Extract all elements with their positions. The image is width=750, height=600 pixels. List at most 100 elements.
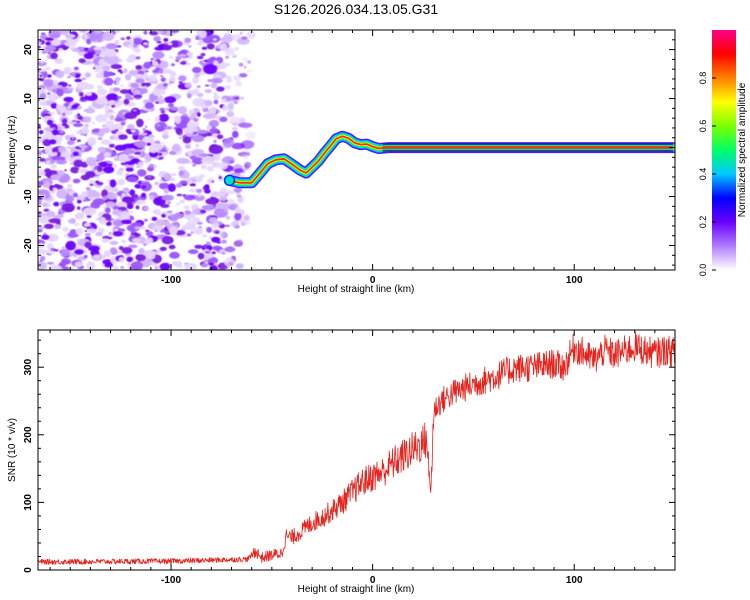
- noise-blob: [182, 136, 192, 144]
- noise-blob: [116, 96, 122, 99]
- noise-blob: [50, 103, 58, 109]
- noise-blob: [73, 222, 80, 226]
- noise-blob: [71, 104, 78, 109]
- noise-blob: [238, 62, 244, 67]
- noise-blob: [135, 97, 141, 100]
- noise-blob: [162, 220, 170, 227]
- noise-blob: [192, 163, 197, 167]
- noise-blob: [43, 208, 50, 212]
- noise-blob: [208, 216, 218, 224]
- noise-blob: [230, 170, 233, 173]
- noise-blob: [88, 180, 97, 185]
- noise-blob: [225, 79, 232, 83]
- noise-blob: [113, 134, 119, 139]
- noise-blob: [118, 134, 128, 140]
- noise-blob: [213, 207, 228, 218]
- noise-blob: [75, 130, 83, 135]
- noise-blob: [129, 210, 134, 214]
- colorbar-tick-label: 0.2: [698, 216, 708, 229]
- noise-blob: [146, 237, 154, 244]
- noise-blob: [93, 254, 100, 259]
- noise-blob: [66, 146, 72, 149]
- noise-blob: [143, 61, 152, 69]
- noise-blob: [229, 100, 236, 104]
- noise-blob: [47, 93, 59, 102]
- noise-blob: [89, 32, 98, 42]
- noise-blob: [142, 128, 147, 131]
- noise-blob: [39, 100, 48, 106]
- y-tick-label: 100: [23, 494, 34, 511]
- noise-blob: [38, 123, 41, 128]
- noise-blob: [135, 65, 142, 70]
- noise-blob: [202, 61, 207, 63]
- noise-blob: [176, 203, 181, 206]
- noise-blob: [178, 81, 183, 84]
- noise-blob: [208, 119, 220, 128]
- noise-blob: [206, 226, 213, 233]
- noise-blob: [192, 97, 207, 107]
- noise-blob: [162, 144, 167, 148]
- noise-blob: [51, 156, 64, 161]
- noise-blob: [45, 37, 54, 41]
- noise-blob: [154, 265, 159, 270]
- noise-blob: [72, 193, 78, 198]
- noise-blob: [204, 100, 213, 106]
- noise-blob: [192, 148, 205, 155]
- noise-blob: [135, 56, 141, 60]
- noise-blob: [113, 157, 120, 161]
- noise-blob: [45, 66, 51, 71]
- noise-blob: [38, 41, 43, 44]
- noise-blob: [72, 123, 84, 127]
- noise-blob: [93, 192, 101, 198]
- colorbar-tick-label: 0.4: [698, 168, 708, 181]
- noise-blob: [192, 76, 199, 84]
- noise-blob: [231, 142, 245, 150]
- noise-blob: [170, 177, 176, 182]
- noise-blob: [38, 249, 49, 255]
- noise-blob: [78, 144, 89, 149]
- noise-blob: [207, 79, 213, 83]
- noise-blob: [56, 189, 67, 199]
- noise-blob: [163, 188, 170, 194]
- spectrogram-y-tick-labels: -20 -10 0 10 20: [23, 44, 34, 253]
- noise-blob: [206, 166, 214, 172]
- noise-blob: [92, 121, 95, 125]
- noise-blob: [215, 231, 220, 234]
- noise-blob: [39, 74, 43, 78]
- noise-blob: [102, 195, 108, 200]
- noise-blob: [196, 85, 201, 88]
- noise-blob: [212, 245, 222, 251]
- noise-blob: [183, 194, 196, 201]
- noise-blob: [135, 205, 140, 210]
- noise-blob: [211, 251, 216, 255]
- noise-blob: [204, 89, 212, 94]
- noise-blob: [140, 182, 152, 192]
- noise-blob: [163, 83, 168, 87]
- y-tick-label: 10: [23, 93, 34, 105]
- noise-blob: [226, 110, 235, 118]
- noise-blob: [134, 151, 142, 155]
- noise-blob: [125, 112, 137, 120]
- noise-blob: [122, 121, 127, 124]
- noise-blob: [206, 178, 215, 185]
- noise-blob: [134, 73, 144, 78]
- noise-blob: [184, 262, 197, 270]
- noise-blob: [227, 261, 234, 266]
- noise-blob: [77, 168, 89, 174]
- y-tick-label: -20: [23, 238, 34, 253]
- noise-blob: [200, 53, 206, 57]
- noise-blob: [115, 131, 124, 135]
- noise-blob: [244, 127, 248, 130]
- noise-blob: [235, 80, 243, 87]
- noise-blob: [38, 99, 41, 102]
- noise-blob: [245, 131, 256, 140]
- noise-blob: [130, 82, 139, 89]
- noise-blob: [154, 88, 166, 96]
- noise-blob: [58, 48, 64, 52]
- noise-blob: [172, 143, 181, 153]
- noise-blob: [96, 88, 108, 96]
- colorbar-tick-label: 0.0: [698, 264, 708, 277]
- noise-blob: [38, 181, 44, 186]
- noise-blob: [141, 185, 146, 189]
- noise-blob: [229, 117, 243, 126]
